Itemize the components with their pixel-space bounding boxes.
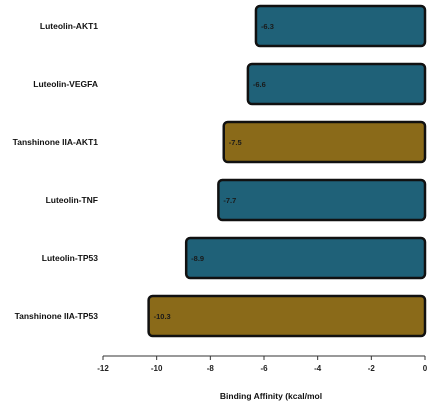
x-tick-label-3: -6 — [260, 364, 268, 373]
bar-0 — [254, 4, 427, 48]
category-label-4: Luteolin-TP53 — [42, 253, 98, 263]
bar-1 — [246, 62, 427, 106]
category-label-1: Luteolin-VEGFA — [33, 79, 98, 89]
x-tick-label-6: 0 — [423, 364, 428, 373]
x-tick-label-4: -4 — [314, 364, 322, 373]
x-tick-label-0: -12 — [97, 364, 109, 373]
value-label-2: -7.5 — [229, 138, 242, 147]
value-label-4: -8.9 — [191, 254, 204, 263]
bar-3 — [217, 178, 427, 222]
bar-2 — [222, 120, 427, 164]
x-tick-label-1: -10 — [151, 364, 163, 373]
value-label-0: -6.3 — [261, 22, 274, 31]
x-tick-label-5: -2 — [368, 364, 376, 373]
category-label-0: Luteolin-AKT1 — [40, 21, 98, 31]
bar-group — [147, 4, 427, 338]
category-labels: Luteolin-AKT1 Luteolin-VEGFA Tanshinone II… — [13, 21, 99, 321]
category-label-5: Tanshinone IIA-TP53 — [15, 311, 99, 321]
bar-5 — [147, 294, 427, 338]
value-label-1: -6.6 — [253, 80, 266, 89]
category-label-3: Luteolin-TNF — [46, 195, 98, 205]
value-label-5: -10.3 — [154, 312, 171, 321]
value-labels: -6.3 -6.6 -7.5 -7.7 -8.9 -10.3 — [154, 22, 274, 321]
x-tick-label-2: -8 — [207, 364, 215, 373]
x-axis-title: Binding Affinity (kcal/mol — [220, 391, 322, 401]
category-label-2: Tanshinone IIA-AKT1 — [13, 137, 99, 147]
value-label-3: -7.7 — [223, 196, 236, 205]
bar-4 — [184, 236, 427, 280]
x-axis-ticks: -12 -10 -8 -6 -4 -2 0 — [97, 356, 428, 373]
